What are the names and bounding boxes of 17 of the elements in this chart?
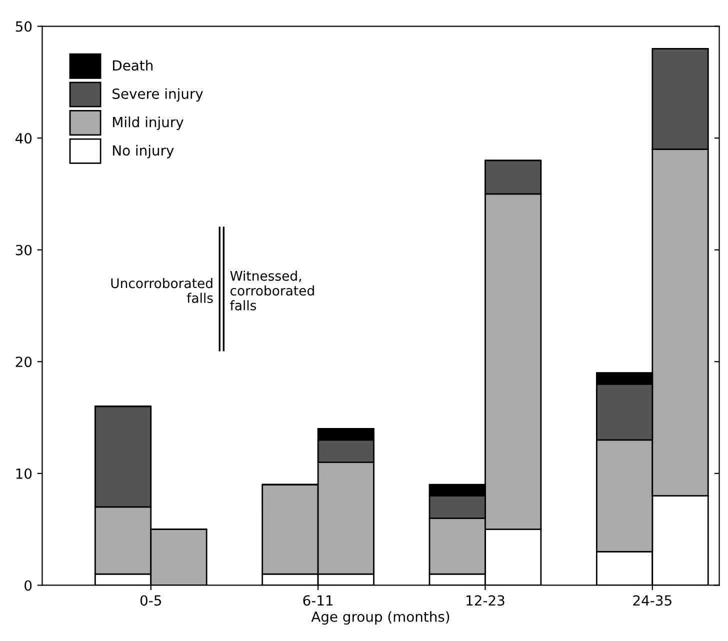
- x-tick-label: 24-35: [633, 595, 672, 606]
- legend-label: Death: [113, 60, 152, 71]
- legend-label: Severe injury: [112, 88, 203, 102]
- x-axis-title: Age group (months): [311, 611, 450, 625]
- annotation: Witnessed, corroborated falls: [230, 270, 314, 310]
- legend-label: No injury: [113, 144, 174, 158]
- y-tick-label: 50: [16, 21, 32, 32]
- annotation: Uncorroborated falls: [111, 278, 213, 303]
- y-tick-label: 40: [16, 133, 32, 144]
- y-tick-label: 30: [16, 244, 32, 256]
- y-tick-label: 10: [16, 468, 32, 479]
- y-tick-label: 0: [24, 580, 32, 591]
- legend-label: Mild injury: [113, 116, 184, 130]
- x-tick-label: 6-11: [303, 595, 333, 606]
- y-tick-label: 20: [16, 356, 32, 368]
- x-tick-label: 12-23: [466, 595, 504, 606]
- x-tick-label: 0-5: [140, 595, 162, 606]
